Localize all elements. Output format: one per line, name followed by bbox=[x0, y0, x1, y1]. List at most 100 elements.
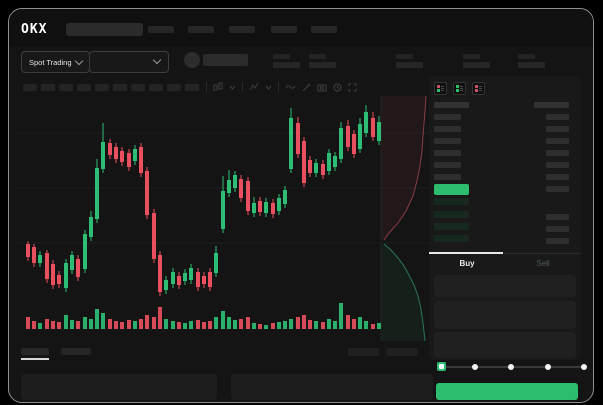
ask-amount-placeholder bbox=[546, 138, 569, 144]
divider bbox=[242, 82, 243, 92]
draw-tool-icon[interactable] bbox=[302, 83, 311, 92]
orderbook-both-sides-icon[interactable] bbox=[434, 82, 447, 95]
nav-item-placeholder bbox=[271, 26, 297, 33]
timeframe-button[interactable] bbox=[59, 83, 73, 91]
stat-value-placeholder bbox=[396, 62, 423, 68]
tab-buy[interactable]: Buy bbox=[459, 259, 475, 268]
indicators-icon[interactable] bbox=[249, 82, 259, 92]
stat-value-placeholder bbox=[309, 62, 336, 68]
top-navigation-bar: OKX bbox=[9, 9, 593, 47]
ask-amount-placeholder bbox=[546, 126, 569, 132]
stat-value-placeholder bbox=[463, 62, 490, 68]
ask-amount-placeholder bbox=[546, 174, 569, 180]
order-book-panel: Buy Sell bbox=[429, 76, 581, 360]
trading-pair-select[interactable] bbox=[89, 51, 169, 73]
stat-label-placeholder bbox=[518, 54, 535, 59]
coin-icon bbox=[184, 52, 200, 68]
slider-stop-dot[interactable] bbox=[471, 364, 478, 370]
timeframe-button[interactable] bbox=[41, 83, 55, 91]
slider-stop-dot[interactable] bbox=[544, 364, 551, 370]
timeframe-button[interactable] bbox=[131, 83, 145, 91]
clock-icon[interactable] bbox=[333, 83, 342, 92]
orderbook-header-price bbox=[434, 102, 469, 108]
bid-amount-placeholder bbox=[546, 214, 569, 220]
chevron-down-icon bbox=[74, 56, 83, 65]
stat-label-placeholder bbox=[396, 54, 413, 59]
bottom-panel-placeholder bbox=[231, 374, 433, 400]
camera-icon[interactable] bbox=[317, 83, 327, 92]
bottom-action-placeholder bbox=[386, 348, 418, 356]
ask-amount-placeholder bbox=[546, 150, 569, 156]
amount-slider[interactable] bbox=[437, 362, 587, 371]
bottom-tab-placeholder[interactable] bbox=[21, 348, 49, 355]
stat-label-placeholder bbox=[273, 54, 290, 59]
orderbook-view-toggle bbox=[434, 82, 485, 95]
bid-price-placeholder bbox=[434, 211, 469, 218]
pair-name-placeholder bbox=[203, 54, 248, 66]
buy-submit-button[interactable] bbox=[436, 383, 578, 400]
slider-stop-dot[interactable] bbox=[508, 364, 514, 370]
stat-label-placeholder bbox=[463, 54, 480, 59]
orderbook-asks-only-icon[interactable] bbox=[472, 82, 485, 95]
timeframe-button[interactable] bbox=[113, 83, 127, 91]
ask-amount-placeholder bbox=[546, 162, 569, 168]
nav-item-placeholder bbox=[148, 26, 174, 33]
tab-sell[interactable]: Sell bbox=[536, 259, 550, 268]
ticker-stat bbox=[463, 54, 493, 70]
timeframe-button[interactable] bbox=[167, 83, 181, 91]
ask-price-placeholder bbox=[434, 150, 461, 156]
timeframe-button[interactable] bbox=[185, 83, 199, 91]
slider-stop-dot[interactable] bbox=[581, 364, 587, 370]
okx-logo: OKX bbox=[21, 22, 48, 37]
search-input[interactable] bbox=[66, 23, 143, 36]
active-bottom-tab-indicator bbox=[21, 358, 49, 360]
slider-handle[interactable] bbox=[437, 362, 446, 371]
bottom-panel-placeholder bbox=[21, 374, 217, 400]
timeframe-toolbar bbox=[23, 82, 199, 92]
ask-price-placeholder bbox=[434, 174, 461, 180]
orderbook-bids-only-icon[interactable] bbox=[453, 82, 466, 95]
candle-style-icon[interactable] bbox=[213, 82, 223, 92]
ticker-stat bbox=[396, 54, 426, 70]
timeframe-button[interactable] bbox=[95, 83, 109, 91]
bottom-tab-placeholder[interactable] bbox=[61, 348, 91, 355]
order-input-field[interactable] bbox=[434, 275, 576, 297]
trade-tabs: Buy Sell bbox=[429, 257, 581, 271]
timeframe-button[interactable] bbox=[23, 83, 37, 91]
ticker-stat bbox=[518, 54, 548, 70]
chevron-down-icon[interactable] bbox=[229, 85, 236, 90]
order-input-field[interactable] bbox=[434, 332, 576, 358]
ask-price-placeholder bbox=[434, 162, 461, 168]
stat-label-placeholder bbox=[309, 54, 326, 59]
bid-amount-placeholder bbox=[546, 226, 569, 232]
bid-amount-placeholder bbox=[546, 238, 569, 244]
bid-price-placeholder bbox=[434, 235, 469, 242]
stat-value-placeholder bbox=[273, 62, 300, 68]
price-chart[interactable] bbox=[15, 96, 433, 346]
divider bbox=[206, 82, 207, 92]
divider bbox=[278, 82, 279, 92]
ticker-stat bbox=[309, 54, 339, 70]
timeframe-button[interactable] bbox=[149, 83, 163, 91]
last-price-indicator bbox=[434, 184, 469, 195]
order-input-field[interactable] bbox=[434, 301, 576, 329]
ask-amount-placeholder bbox=[546, 114, 569, 120]
chevron-down-icon bbox=[152, 55, 162, 65]
timeframe-button[interactable] bbox=[77, 83, 91, 91]
chevron-down-icon[interactable] bbox=[265, 85, 272, 90]
chart-tools bbox=[206, 79, 357, 95]
market-type-selector[interactable]: Spot Trading bbox=[21, 51, 90, 73]
nav-item-placeholder bbox=[229, 26, 255, 33]
fullscreen-icon[interactable] bbox=[348, 83, 357, 92]
bid-price-placeholder bbox=[434, 198, 469, 205]
nav-item-placeholder bbox=[188, 26, 214, 33]
bid-price-placeholder bbox=[434, 223, 469, 230]
ask-price-placeholder bbox=[434, 138, 461, 144]
market-type-label: Spot Trading bbox=[29, 57, 72, 67]
stat-value-placeholder bbox=[518, 62, 545, 68]
ask-price-placeholder bbox=[434, 126, 461, 132]
orderbook-header-amount bbox=[534, 102, 569, 108]
active-tab-indicator bbox=[429, 252, 503, 254]
line-tool-icon[interactable] bbox=[285, 83, 296, 91]
